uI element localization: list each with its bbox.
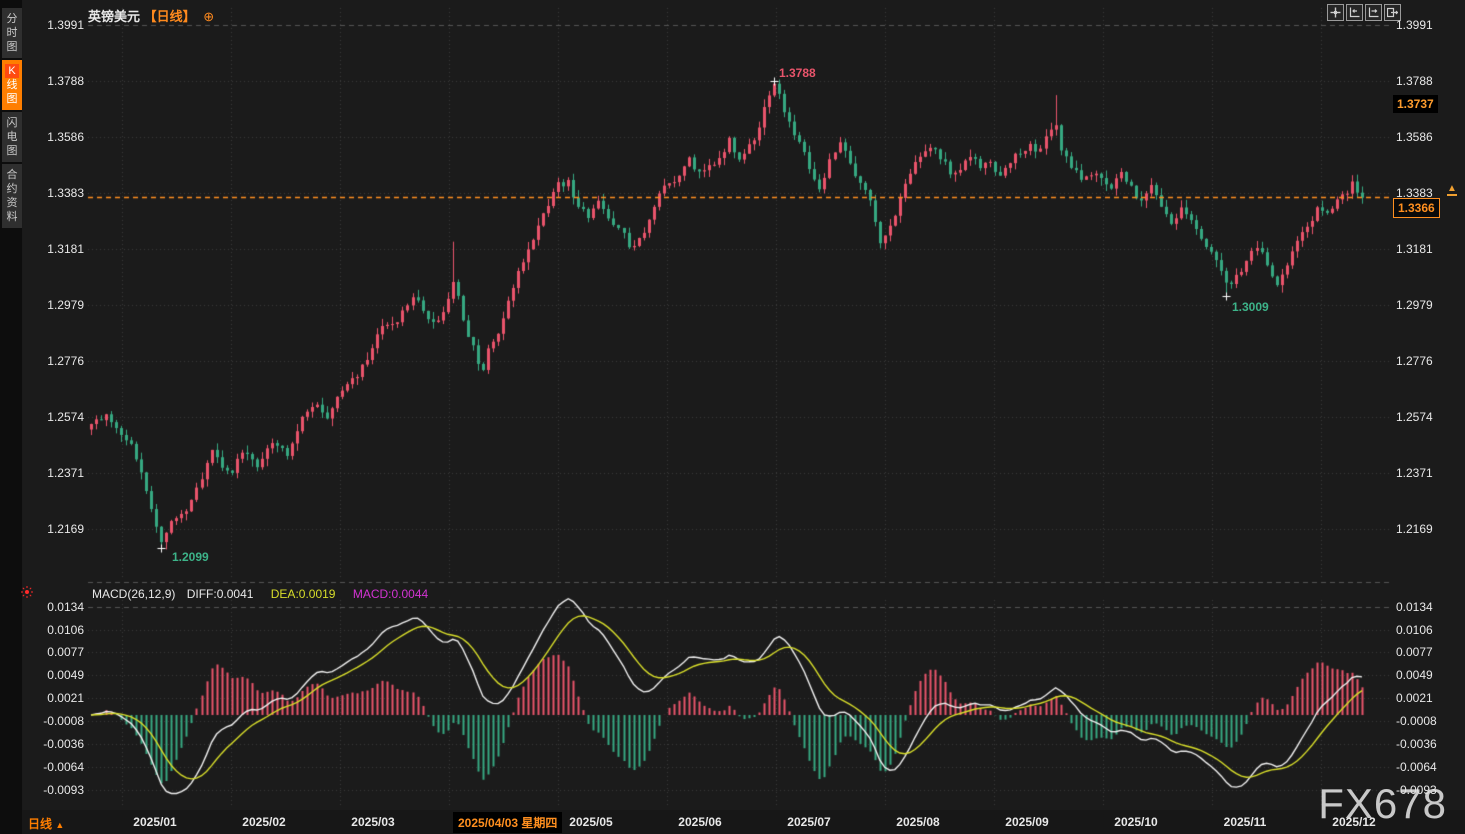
- price-axis-label-right: 1.3991: [1396, 18, 1433, 32]
- chart-toolbar: [1327, 4, 1401, 21]
- macd-axis-label-right: -0.0064: [1396, 760, 1437, 774]
- x-axis-label: 2025/09: [1005, 815, 1049, 829]
- macd-axis-label-left: -0.0036: [43, 737, 84, 751]
- macd-diff-value: DIFF:0.0041: [186, 587, 254, 601]
- price-axis-label-left: 1.3788: [47, 74, 84, 88]
- macd-axis-label-left: -0.0093: [43, 783, 84, 797]
- macd-axis-label-left: 0.0134: [47, 600, 84, 614]
- macd-axis-label-left: 0.0077: [47, 645, 84, 659]
- price-axis-label-left: 1.3586: [47, 130, 84, 144]
- macd-axis-label-right: -0.0093: [1396, 783, 1437, 797]
- macd-axis-label-right: 0.0077: [1396, 645, 1433, 659]
- timeframe-selector[interactable]: 日线 ▲: [28, 815, 64, 832]
- marked-price-badge: 1.3737: [1393, 95, 1438, 113]
- price-axis-label-left: 1.2371: [47, 466, 84, 480]
- x-axis-label: 2025/02: [242, 815, 286, 829]
- fx678-watermark: FX678: [1318, 780, 1447, 827]
- x-axis-strip: [22, 810, 1465, 834]
- x-axis-label: 2025/10: [1114, 815, 1158, 829]
- x-axis-label: 2025/05: [569, 815, 613, 829]
- price-annotation: 1.3788: [779, 66, 816, 80]
- x-axis-label: 2025/07: [787, 815, 831, 829]
- price-axis-label-left: 1.2169: [47, 522, 84, 536]
- price-axis-label-right: 1.3586: [1396, 130, 1433, 144]
- sidebar-item-1[interactable]: 分时图: [2, 8, 22, 58]
- macd-formula: MACD(26,12,9): [92, 587, 176, 601]
- x-axis-label: 2025/11: [1223, 815, 1267, 829]
- indicator-settings-icon[interactable]: [20, 585, 34, 604]
- macd-axis-label-right: 0.0049: [1396, 668, 1433, 682]
- latest-price-arrow-icon[interactable]: ▲: [1447, 183, 1457, 196]
- timeframe-label[interactable]: 日线: [28, 817, 53, 831]
- x-axis-label: 2025/12: [1332, 815, 1376, 829]
- sidebar-item-4[interactable]: 合约资料: [2, 164, 22, 228]
- macd-axis-label-right: 0.0134: [1396, 600, 1433, 614]
- macd-axis-label-right: -0.0008: [1396, 714, 1437, 728]
- price-axis-label-left: 1.2776: [47, 354, 84, 368]
- crosshair-date-tooltip: 2025/04/03 星期四: [453, 812, 563, 833]
- macd-legend: MACD(26,12,9) DIFF:0.0041 DEA:0.0019 MAC…: [92, 587, 428, 601]
- go-to-latest-icon[interactable]: [1384, 4, 1401, 21]
- macd-axis-label-left: 0.0106: [47, 623, 84, 637]
- zoom-axis-right-icon[interactable]: [1365, 4, 1382, 21]
- price-axis-label-right: 1.2169: [1396, 522, 1433, 536]
- macd-axis-label-right: -0.0036: [1396, 737, 1437, 751]
- x-axis-label: 2025/08: [896, 815, 940, 829]
- timeframe-arrow-icon: ▲: [55, 820, 65, 830]
- macd-axis-label-left: -0.0008: [43, 714, 84, 728]
- price-axis-label-left: 1.3181: [47, 242, 84, 256]
- price-axis-label-left: 1.3383: [47, 186, 84, 200]
- pan-tool-icon[interactable]: [1327, 4, 1344, 21]
- macd-axis-label-right: 0.0021: [1396, 691, 1433, 705]
- x-axis-label: 2025/03: [351, 815, 395, 829]
- zoom-axis-left-icon[interactable]: [1346, 4, 1363, 21]
- price-axis-label-right: 1.2371: [1396, 466, 1433, 480]
- sidebar-item-3[interactable]: 闪电图: [2, 112, 22, 162]
- macd-axis-label-left: 0.0021: [47, 691, 84, 705]
- price-axis-label-left: 1.2979: [47, 298, 84, 312]
- current-price-badge: 1.3366: [1393, 198, 1440, 218]
- macd-axis-label-left: 0.0049: [47, 668, 84, 682]
- add-circle-icon[interactable]: ⊕: [203, 9, 215, 24]
- price-axis-label-right: 1.2776: [1396, 354, 1433, 368]
- symbol-name: 英镑美元: [88, 9, 141, 24]
- chart-title: 英镑美元 【日线】 ⊕: [88, 6, 214, 25]
- macd-dea-value: DEA:0.0019: [270, 587, 336, 601]
- price-annotation: 1.2099: [172, 550, 209, 564]
- price-axis-label-right: 1.2979: [1396, 298, 1433, 312]
- period-tag: 【日线】: [143, 9, 196, 24]
- price-annotation: 1.3009: [1232, 300, 1269, 314]
- price-axis-label-right: 1.2574: [1396, 410, 1433, 424]
- macd-axis-label-left: -0.0064: [43, 760, 84, 774]
- x-axis-label: 2025/01: [133, 815, 177, 829]
- macd-macd-value: MACD:0.0044: [352, 587, 429, 601]
- price-axis-label-right: 1.3181: [1396, 242, 1433, 256]
- price-axis-label-right: 1.3383: [1396, 186, 1433, 200]
- price-axis-label-left: 1.3991: [47, 18, 84, 32]
- price-axis-label-right: 1.3788: [1396, 74, 1433, 88]
- x-axis-label: 2025/06: [678, 815, 722, 829]
- macd-axis-label-right: 0.0106: [1396, 623, 1433, 637]
- price-axis-label-left: 1.2574: [47, 410, 84, 424]
